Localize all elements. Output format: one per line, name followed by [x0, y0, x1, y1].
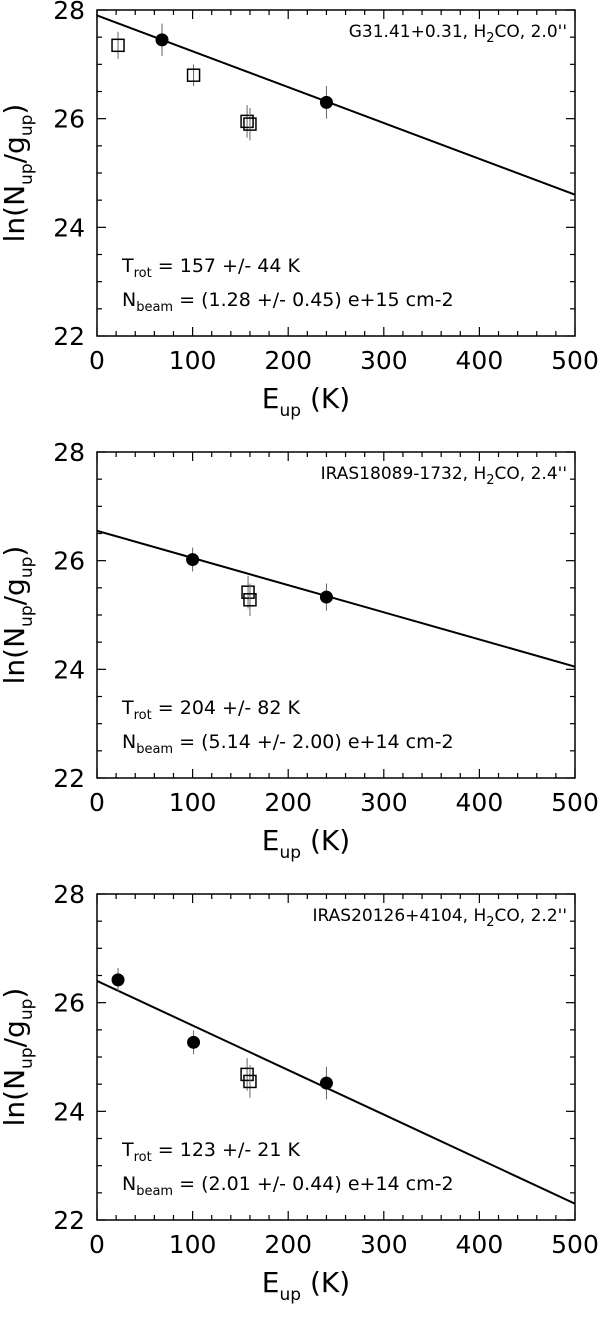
data-point-filled [319, 95, 333, 109]
source-annotation: IRAS18089-1732, H2CO, 2.4'' [321, 464, 567, 488]
data-point-square [241, 585, 255, 599]
y-tick-label: 24 [53, 213, 85, 242]
x-tick-label: 300 [360, 788, 408, 817]
x-tick-label: 500 [551, 346, 599, 375]
y-axis-title: ln(Nup/gup) [0, 988, 37, 1127]
fit-line [97, 980, 575, 1205]
trot-text: Trot = 204 +/- 82 K [121, 697, 300, 723]
y-tick-label: 28 [53, 0, 85, 25]
data-point-filled [111, 973, 125, 987]
y-tick-label: 26 [53, 989, 85, 1018]
x-tick-label: 0 [89, 346, 105, 375]
data-point-square [240, 1067, 254, 1082]
trot-text: Trot = 123 +/- 21 K [121, 1139, 300, 1165]
x-axis-title: Eup (K) [262, 382, 350, 421]
plot-frame [96, 451, 576, 779]
y-axis-title: ln(Nup/gup) [0, 104, 37, 243]
x-tick-label: 500 [551, 1230, 599, 1259]
x-axis-title: Eup (K) [262, 1266, 350, 1305]
data-point-square [111, 38, 125, 53]
trot-text: Trot = 157 +/- 44 K [121, 255, 300, 281]
y-tick-label: 22 [53, 764, 85, 793]
x-tick-label: 200 [264, 788, 312, 817]
x-tick-label: 400 [456, 346, 504, 375]
data-point-filled [187, 1035, 201, 1049]
fit-line [97, 529, 575, 668]
data-point-square [243, 1074, 257, 1089]
plot-frame [96, 9, 576, 337]
data-point-square [243, 117, 257, 131]
x-tick-label: 400 [456, 788, 504, 817]
y-axis-title: ln(Nup/gup) [0, 546, 37, 685]
data-point-square [243, 593, 257, 607]
chart-panel-1: 0 100 200 300 400 500 22 24 26 28 Eup (K) ln(Nup/gu… [0, 0, 599, 421]
x-tick-label: 400 [456, 1230, 504, 1259]
data-point-square [186, 68, 201, 82]
x-tick-label: 0 [89, 1230, 105, 1259]
x-tick-label: 200 [264, 346, 312, 375]
data-point-filled [319, 590, 333, 604]
y-tick-label: 24 [53, 655, 85, 684]
y-tick-label: 28 [53, 438, 85, 467]
data-point-filled [186, 553, 200, 567]
nbeam-text: Nbeam = (2.01 +/- 0.44) e+14 cm-2 [122, 1173, 454, 1199]
data-point-filled [155, 33, 169, 47]
data-point-square [240, 114, 254, 129]
nbeam-text: Nbeam = (5.14 +/- 2.00) e+14 cm-2 [122, 731, 454, 757]
y-tick-label: 24 [53, 1097, 85, 1126]
source-annotation: G31.41+0.31, H2CO, 2.0'' [349, 22, 567, 46]
x-tick-label: 300 [360, 1230, 408, 1259]
x-tick-label: 200 [264, 1230, 312, 1259]
x-tick-label: 100 [169, 1230, 217, 1259]
data-point-filled [319, 1076, 333, 1090]
x-tick-label: 0 [89, 788, 105, 817]
source-annotation: IRAS20126+4104, H2CO, 2.2'' [313, 906, 567, 930]
y-tick-label: 28 [53, 880, 85, 909]
fit-line [97, 14, 575, 196]
y-tick-label: 22 [53, 1206, 85, 1235]
y-tick-label: 26 [53, 105, 85, 134]
nbeam-text: Nbeam = (1.28 +/- 0.45) e+15 cm-2 [122, 289, 454, 315]
x-axis-title: Eup (K) [262, 824, 350, 863]
chart-panel-3: 0 100 200 300 400 500 22 24 26 28 Eup (K) ln(Nup/gu… [0, 880, 599, 1305]
x-tick-label: 100 [169, 788, 217, 817]
y-tick-label: 22 [53, 322, 85, 351]
chart-panel-2: 0 100 200 300 400 500 22 24 26 28 Eup (K) ln(Nup/gu… [0, 438, 599, 863]
x-tick-label: 300 [360, 346, 408, 375]
x-tick-label: 100 [169, 346, 217, 375]
y-tick-label: 26 [53, 547, 85, 576]
x-tick-label: 500 [551, 788, 599, 817]
